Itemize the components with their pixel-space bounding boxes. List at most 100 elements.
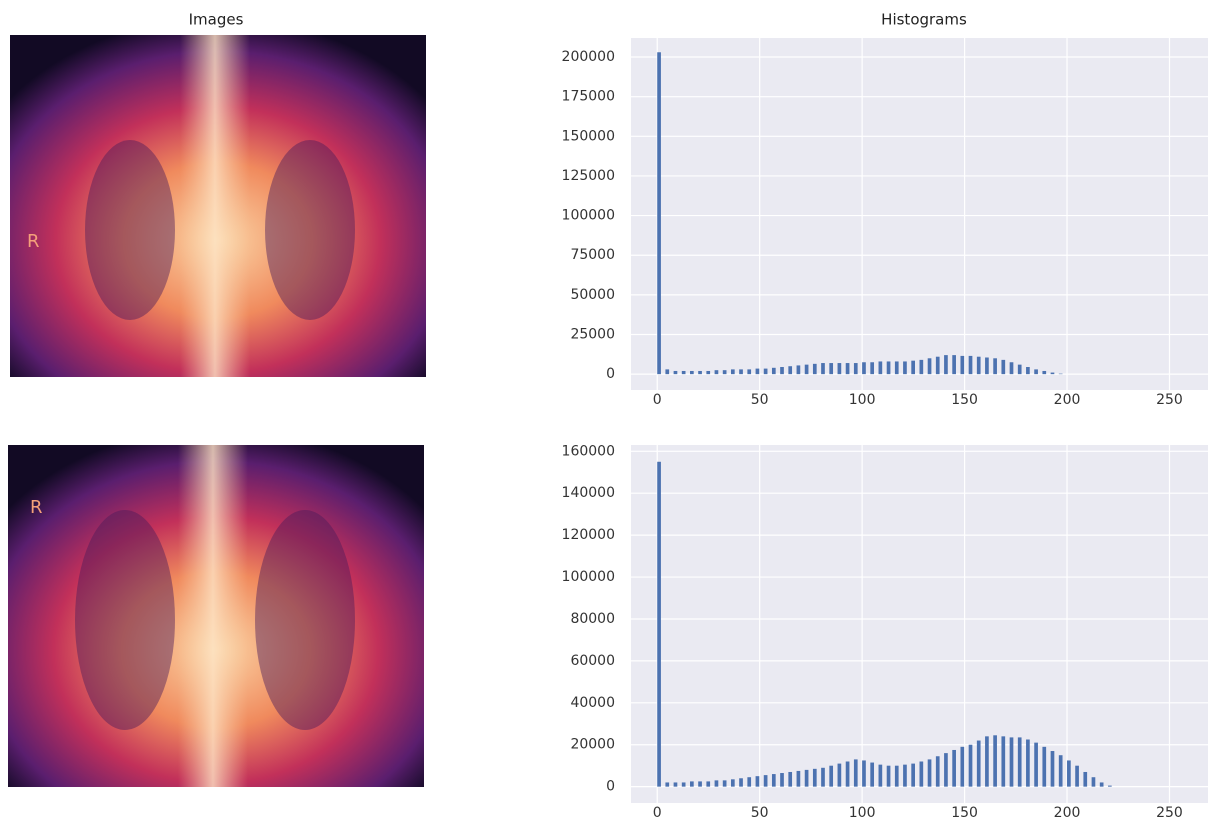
histogram-bar (1067, 760, 1071, 786)
histogram-bar (756, 776, 760, 786)
histogram-bar (895, 361, 899, 374)
histogram-bar (1108, 786, 1112, 787)
histogram-bar (993, 358, 997, 374)
histogram-bar (870, 362, 874, 374)
histogram-bar (829, 766, 833, 787)
figure: Images Histograms R R 050100150200250025… (0, 0, 1209, 822)
histogram-bar (1018, 365, 1022, 375)
histogram-bar (747, 777, 751, 786)
y-tick-label: 0 (606, 366, 615, 382)
histogram-bar (731, 779, 735, 786)
histogram-bar (1034, 369, 1038, 374)
histogram-bar (920, 360, 924, 374)
histogram-bar (928, 358, 932, 374)
histogram-bar (723, 780, 727, 786)
histogram-bar (944, 753, 948, 787)
histogram-bar (993, 735, 997, 786)
histogram-bar (715, 780, 719, 786)
xray-image: R (10, 35, 426, 377)
histogram-bar (715, 370, 719, 374)
histogram-bar (788, 772, 792, 787)
histogram-bar (985, 736, 989, 786)
histogram-bar (870, 763, 874, 787)
histogram-bar (960, 747, 964, 787)
histogram-bar (944, 355, 948, 374)
histogram-bar (854, 363, 858, 374)
histogram-bar (887, 361, 891, 374)
y-tick-label: 100000 (562, 208, 615, 224)
xray-image: R (8, 445, 424, 787)
histograms-title: Histograms (881, 11, 967, 29)
histogram-bar (805, 770, 809, 787)
histogram-bar (821, 363, 825, 374)
histogram-bar (1042, 371, 1046, 374)
histogram-bar (879, 765, 883, 787)
histogram-bar (1026, 367, 1030, 374)
y-tick-label: 80000 (570, 611, 615, 627)
histogram-bar (780, 773, 784, 787)
histogram-bar (952, 355, 956, 374)
x-tick-label: 100 (849, 805, 876, 821)
histogram-bar (1075, 766, 1079, 787)
histogram-bar (1010, 362, 1014, 374)
histogram-bar (1100, 782, 1104, 786)
histogram-bar (723, 370, 727, 374)
histogram-bar (764, 369, 768, 375)
histogram-bar (682, 371, 686, 374)
histogram-bar (731, 369, 735, 374)
x-tick-label: 50 (751, 805, 769, 821)
histogram-bar (665, 369, 669, 374)
histogram-bar (1092, 777, 1096, 786)
histogram-bar (829, 363, 833, 374)
histogram-bar (838, 363, 842, 374)
histogram-bar (706, 781, 710, 786)
x-tick-label: 100 (849, 392, 876, 408)
histogram-bar (1051, 373, 1055, 375)
histogram-bar (674, 371, 678, 374)
image-marker: R (30, 497, 43, 518)
y-tick-label: 40000 (570, 695, 615, 711)
histogram-bar (1026, 739, 1030, 786)
histogram-bar (838, 764, 842, 787)
histogram-bar (690, 781, 694, 786)
y-tick-label: 140000 (562, 485, 615, 501)
x-tick-label: 200 (1054, 392, 1081, 408)
y-tick-label: 175000 (562, 89, 615, 105)
histogram-bar (706, 371, 710, 374)
histogram-bar (1018, 737, 1022, 786)
histogram-bar (1001, 736, 1005, 786)
histogram-bar (879, 361, 883, 374)
histogram-bar (657, 52, 661, 374)
histogram-bar (698, 371, 702, 374)
histogram-bar (1034, 743, 1038, 787)
y-tick-label: 25000 (570, 327, 615, 343)
histogram-bar (764, 775, 768, 787)
x-tick-label: 50 (751, 392, 769, 408)
histogram-bar (903, 361, 907, 374)
histogram-bar (920, 761, 924, 786)
histogram-bar (690, 371, 694, 374)
histogram-bar (911, 764, 915, 787)
y-tick-label: 125000 (562, 168, 615, 184)
y-tick-label: 60000 (570, 653, 615, 669)
histogram-bar (788, 366, 792, 374)
histogram-bar (960, 356, 964, 374)
histogram-bar (969, 356, 973, 374)
image-marker: R (27, 231, 40, 252)
y-tick-label: 50000 (570, 287, 615, 303)
histogram-bar (756, 369, 760, 375)
histogram-bar (813, 769, 817, 787)
histogram-bar (936, 756, 940, 786)
histogram-bar (813, 364, 817, 374)
x-tick-label: 250 (1156, 392, 1183, 408)
histogram-bar (887, 766, 891, 787)
histogram-bar (928, 759, 932, 786)
histogram-bar (797, 771, 801, 787)
histogram-bar (854, 759, 858, 786)
histogram-bar (821, 768, 825, 787)
histogram-bar (846, 761, 850, 786)
x-tick-label: 150 (951, 805, 978, 821)
histogram-bar (772, 774, 776, 787)
